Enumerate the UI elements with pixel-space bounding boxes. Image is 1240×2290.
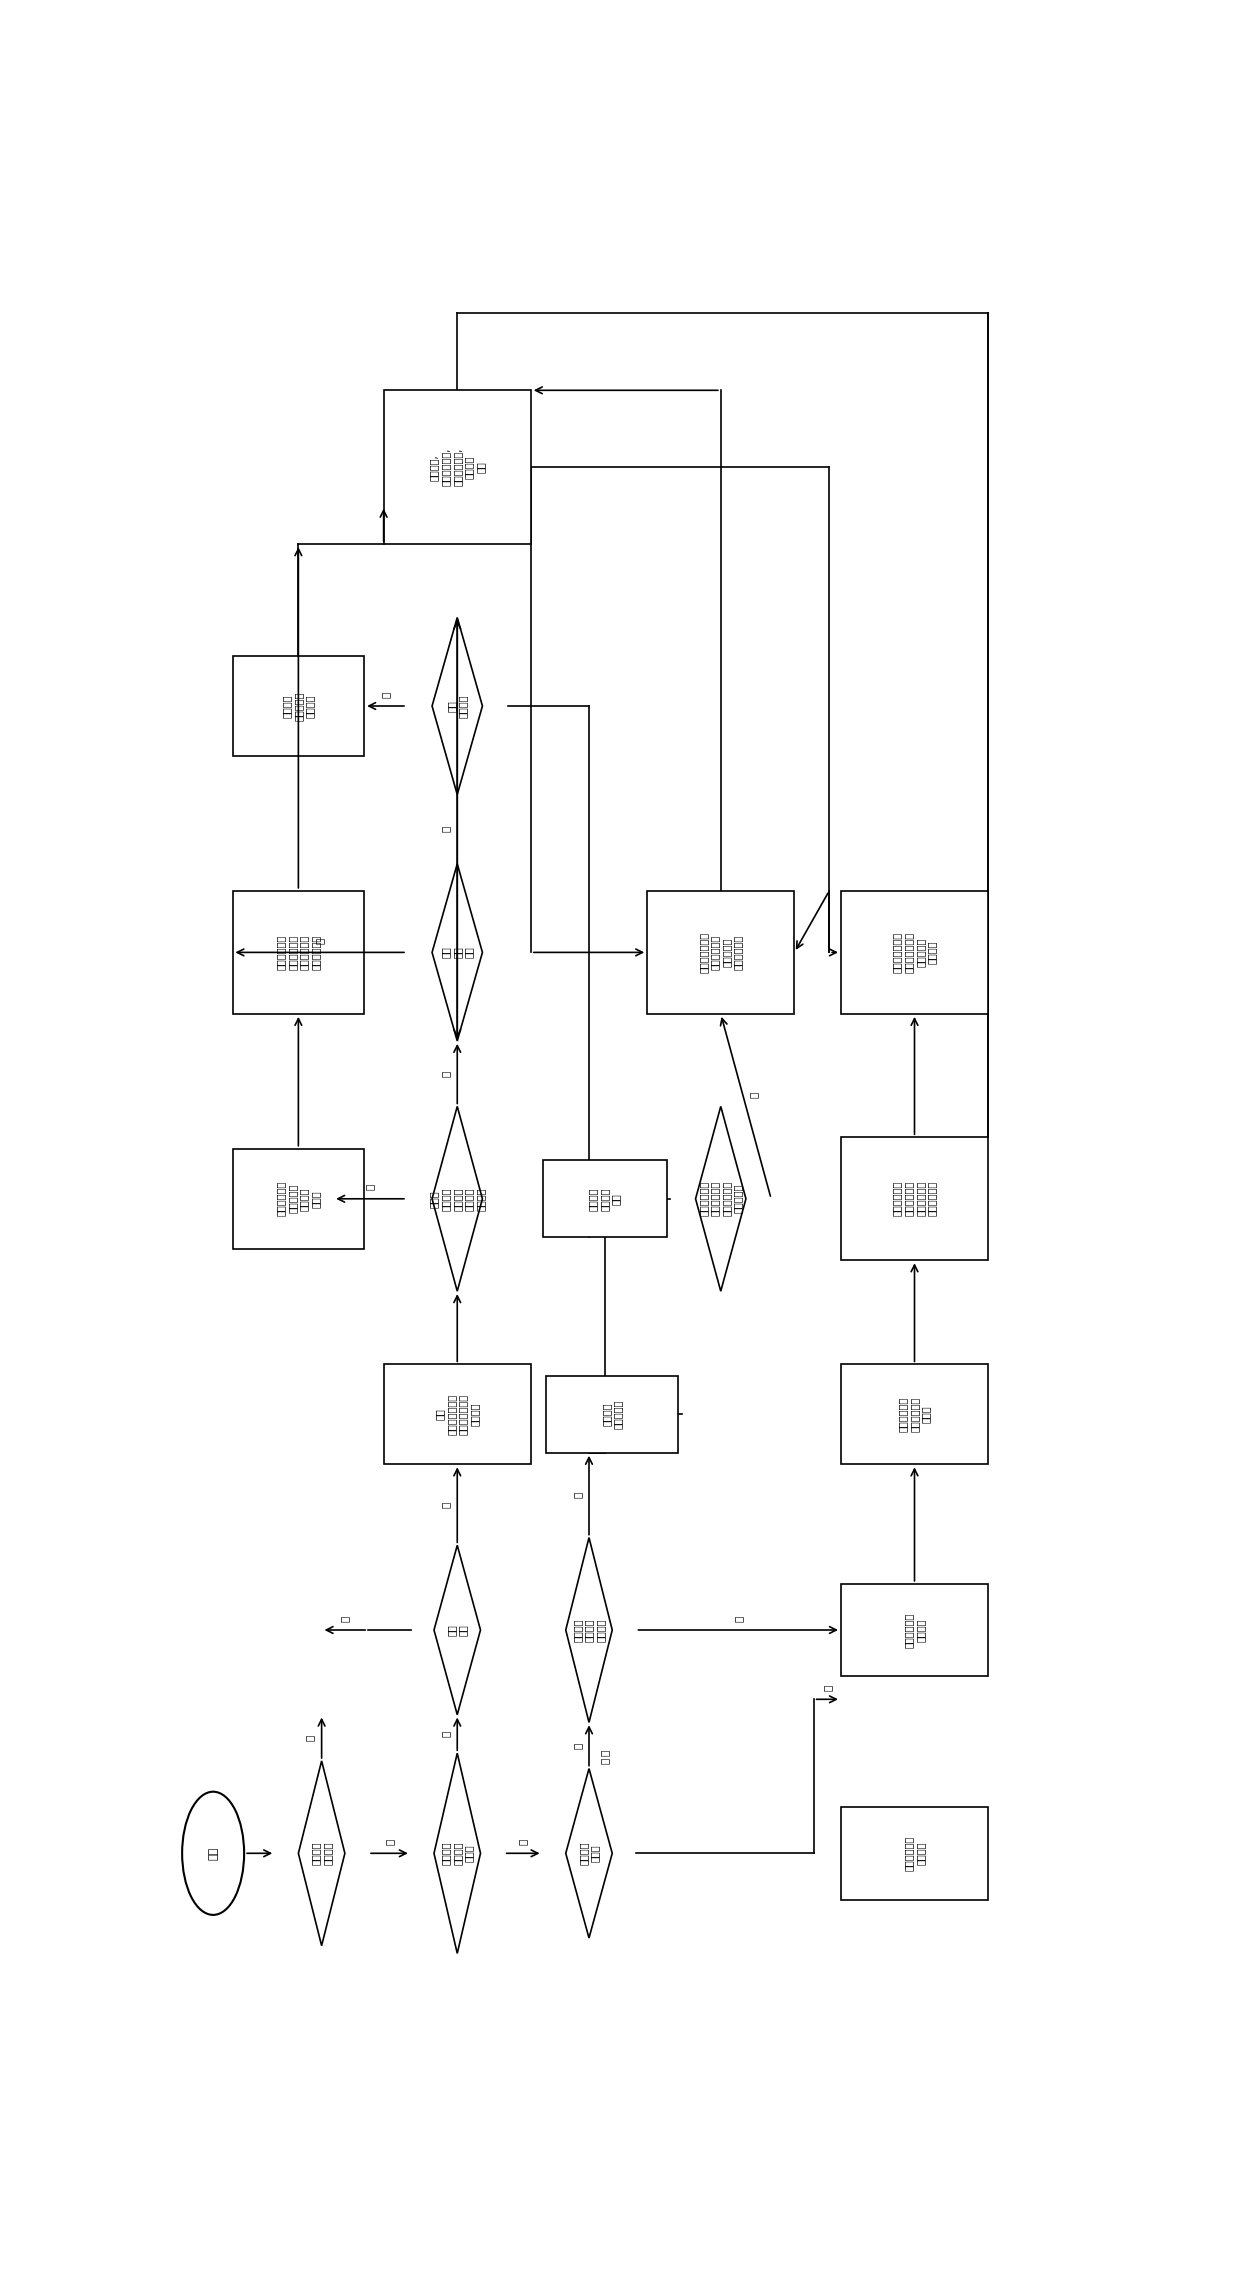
Ellipse shape [182, 1791, 244, 1914]
Bar [841, 1807, 988, 1898]
Text: 安装路灯，并
开始计时: 安装路灯，并 开始计时 [904, 1612, 925, 1647]
Text: 没有命令
传感器控制
控制命令: 没有命令 传感器控制 控制命令 [281, 692, 315, 721]
Text: 今日
路灯控制并开始
计时，后续路灯
控制模块: 今日 路灯控制并开始 计时，后续路灯 控制模块 [435, 1395, 480, 1436]
Text: 否: 否 [381, 692, 391, 698]
Text: 根据亮度传感
器分辨率路灯
中台的感应灯
控制分辨率: 根据亮度传感 器分辨率路灯 中台的感应灯 控制分辨率 [698, 1182, 743, 1216]
Text: 否: 否 [340, 1614, 350, 1621]
Bar [841, 1585, 988, 1676]
Text: 判断是否
收到无线
数据包: 判断是否 收到无线 数据包 [440, 1841, 474, 1864]
Text: 是: 是 [822, 1685, 832, 1690]
Bar [841, 891, 988, 1014]
Text: 设置路灯
投影控制
装置: 设置路灯 投影控制 装置 [588, 1186, 621, 1211]
Text: 判断路灯
是否工作: 判断路灯 是否工作 [311, 1841, 332, 1864]
Text: 开始: 开始 [208, 1846, 218, 1859]
Text: 将响应
响应内容
和共解码
装装也解
码并重新: 将响应 响应内容 和共解码 装装也解 码并重新 [429, 1186, 485, 1211]
Text: 否: 否 [440, 827, 450, 831]
Text: 汇聚下一灯发光
数据给邻近灯控
制，并发送
缓冲数据: 汇聚下一灯发光 数据给邻近灯控 制，并发送 缓冲数据 [892, 932, 937, 973]
Text: 设置智能感应
传感器控制
控制命令
传感器: 设置智能感应 传感器控制 控制命令 传感器 [277, 1182, 321, 1216]
Text: 刷新地址是否
是设置参数路
灯中台约参数
路灯后一路灯: 刷新地址是否 是设置参数路 灯中台约参数 路灯后一路灯 [277, 934, 321, 971]
Text: 山路
路灯亮起: 山路 路灯亮起 [446, 694, 467, 717]
Text: 山路
路灯
亮起: 山路 路灯 亮起 [440, 946, 474, 957]
Polygon shape [299, 1761, 345, 1946]
Polygon shape [565, 1537, 613, 1722]
Text: 是: 是 [749, 1092, 759, 1097]
Text: 否: 否 [573, 1743, 583, 1750]
Text: 光线采集,
路灯亮度控制,
输出控制信号,
并下一步
发信: 光线采集, 路灯亮度控制, 输出控制信号, 并下一步 发信 [429, 449, 485, 485]
Text: 是: 是 [440, 1502, 450, 1509]
Bar [233, 891, 365, 1014]
Polygon shape [696, 1106, 746, 1292]
Polygon shape [432, 1106, 482, 1292]
Text: 是: 是 [733, 1614, 743, 1621]
Text: 根据亮度传感器
分辨率高亮度
分辨率控制
灯中的感应灯: 根据亮度传感器 分辨率高亮度 分辨率控制 灯中的感应灯 [698, 932, 743, 973]
Text: 否: 否 [305, 1736, 315, 1740]
Bar [383, 1365, 531, 1463]
Text: 判断是否
有行人: 判断是否 有行人 [578, 1841, 600, 1864]
Text: 否: 否 [365, 1184, 374, 1191]
Text: 下: 下 [599, 1759, 610, 1763]
Bar [233, 1150, 365, 1248]
Polygon shape [434, 1754, 481, 1953]
Text: 现在时间
同重新计数: 现在时间 同重新计数 [601, 1399, 622, 1429]
Bar [233, 655, 365, 756]
Text: 综合数据分析
计算前后路灯
数据包: 综合数据分析 计算前后路灯 数据包 [898, 1397, 931, 1431]
Text: 是: 是 [440, 1069, 450, 1076]
Text: 预留
命令: 预留 命令 [446, 1624, 467, 1635]
Text: 是: 是 [384, 1839, 394, 1846]
Bar [547, 1376, 678, 1452]
Bar [841, 1365, 988, 1463]
Text: 判断前后
相邻路灯
是否到达: 判断前后 相邻路灯 是否到达 [573, 1619, 605, 1642]
Bar [647, 891, 795, 1014]
Bar [841, 1138, 988, 1260]
Polygon shape [432, 618, 482, 795]
Polygon shape [432, 863, 482, 1042]
Text: 通过无线传输
等方式传输前
一路灯数据，
后续接收命令: 通过无线传输 等方式传输前 一路灯数据， 后续接收命令 [892, 1182, 937, 1216]
Bar [543, 1161, 667, 1237]
Text: 否: 否 [573, 1493, 583, 1498]
Polygon shape [434, 1546, 481, 1715]
Text: 设置路灯亮度
为低亮度: 设置路灯亮度 为低亮度 [904, 1837, 925, 1871]
Text: 是: 是 [315, 937, 325, 943]
Polygon shape [565, 1768, 613, 1937]
Text: 否: 否 [440, 1731, 450, 1738]
Bar [383, 389, 531, 545]
Text: 回: 回 [599, 1750, 610, 1756]
Text: 是: 是 [518, 1839, 528, 1846]
